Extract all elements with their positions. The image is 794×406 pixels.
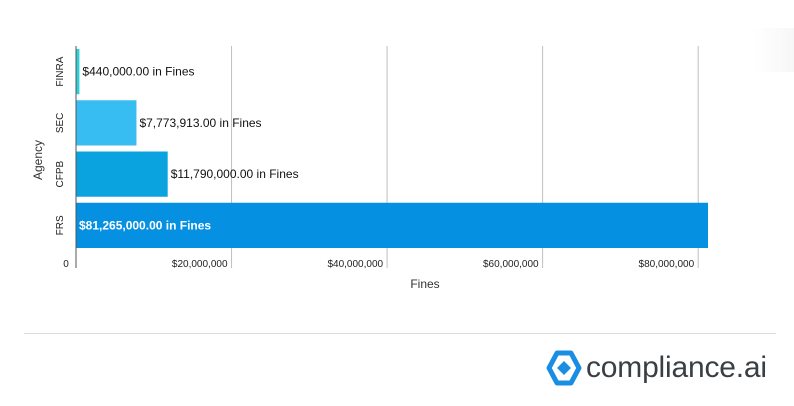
bar xyxy=(76,151,168,197)
data-label: $7,773,913.00 in Fines xyxy=(139,116,261,130)
corner-shadow xyxy=(752,28,794,72)
y-tick-label: CFPB xyxy=(55,160,66,187)
x-tick-label: 0 xyxy=(63,259,69,270)
y-tick-label: SEC xyxy=(55,113,66,134)
compliance-ai-logo-icon xyxy=(546,350,582,386)
bars xyxy=(76,49,708,248)
y-tick-label: FRS xyxy=(55,215,66,235)
x-axis-title: Fines xyxy=(410,277,439,291)
data-labels: $440,000.00 in Fines $7,773,913.00 in Fin… xyxy=(79,65,299,233)
x-tick-label: $60,000,000 xyxy=(483,259,539,270)
x-tick-label: $20,000,000 xyxy=(172,259,228,270)
bar xyxy=(76,202,708,248)
data-label: $440,000.00 in Fines xyxy=(82,65,194,79)
x-tick-label: $80,000,000 xyxy=(639,259,695,270)
data-label: $11,790,000.00 in Fines xyxy=(171,167,299,181)
bar xyxy=(76,100,137,146)
divider xyxy=(24,333,776,334)
fines-bar-chart: $440,000.00 in Fines $7,773,913.00 in Fin… xyxy=(31,46,708,291)
bar xyxy=(76,49,80,95)
y-axis-title: Agency xyxy=(31,140,45,180)
y-tick-label: FINRA xyxy=(55,56,66,86)
x-tick-label: $40,000,000 xyxy=(327,259,383,270)
compliance-ai-logo: compliance.ai xyxy=(546,350,767,386)
logo-text: compliance.ai xyxy=(586,351,767,384)
data-label: $81,265,000.00 in Fines xyxy=(79,218,211,232)
tick-labels: 0 $20,000,000 $40,000,000 $60,000,000 $80,00… xyxy=(55,56,695,270)
